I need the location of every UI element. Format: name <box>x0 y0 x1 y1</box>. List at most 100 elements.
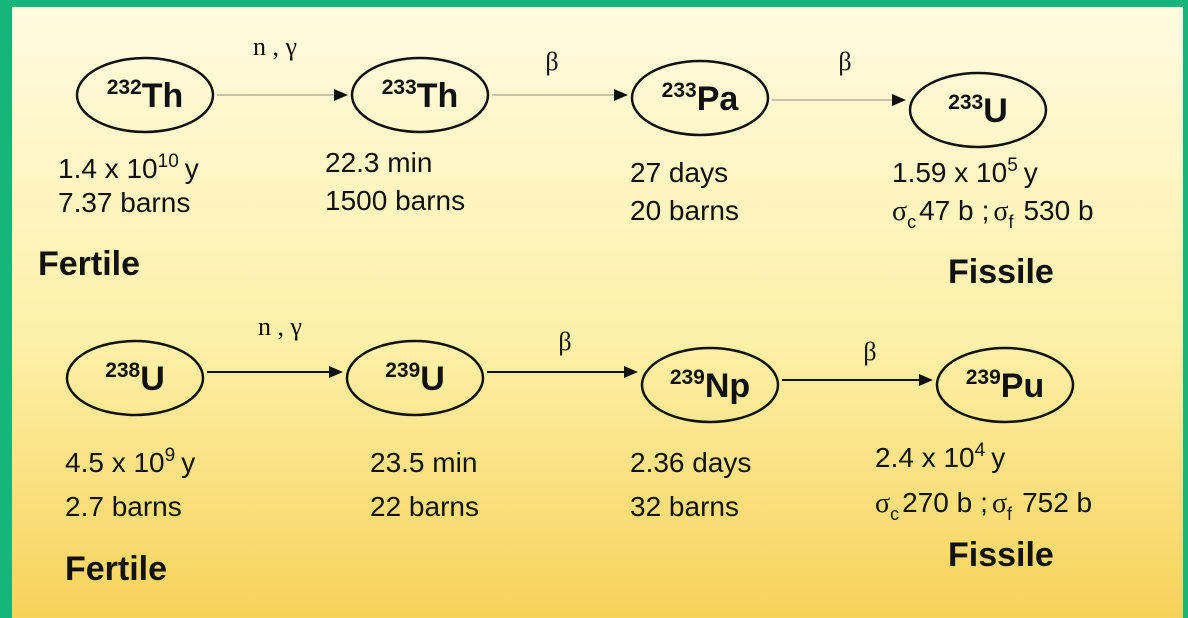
mass-number: 233 <box>662 79 697 102</box>
half-life-exponent: 4 <box>975 440 986 461</box>
element-symbol: U <box>983 92 1008 130</box>
nuclide: 233Th <box>382 76 459 115</box>
half-life-mantissa: 1.4 x 10 <box>58 153 158 184</box>
nucleus-ellipse <box>640 346 780 424</box>
fertile-label: Fertile <box>65 550 167 588</box>
nucleus-ellipse <box>350 56 490 134</box>
arrow-label: β <box>545 47 558 76</box>
cross-section: 7.37 barns <box>58 187 190 218</box>
sigma-symbol: σ <box>875 488 890 519</box>
fertile-label: Fertile <box>38 245 140 283</box>
half-life: 23.5 min <box>370 447 477 478</box>
mass-number: 232 <box>107 76 142 99</box>
nuclide: 239Pu <box>966 366 1045 405</box>
arrow-label: β <box>863 337 876 366</box>
element-symbol: Pu <box>1001 367 1044 405</box>
nuclide: 233Pa <box>662 79 740 118</box>
half-life-mantissa: 1.59 x 10 <box>892 157 1007 188</box>
fission-value: 530 b <box>1023 195 1093 226</box>
sigma-symbol: σ <box>892 196 907 227</box>
nucleus-ellipse <box>908 71 1048 149</box>
mass-number: 239 <box>385 359 420 382</box>
arrow-head <box>624 366 638 378</box>
arrow-head <box>614 89 628 101</box>
arrow-label: β <box>558 327 571 356</box>
nuclide: 238U <box>105 359 165 398</box>
cross-section: σc 47 b; σf 530 b <box>892 195 1094 232</box>
cross-section: 1500 barns <box>325 185 465 216</box>
sigma-sub: c <box>890 504 899 524</box>
capture-value: 47 b <box>919 195 974 226</box>
nucleus-ellipse <box>630 59 770 137</box>
cross-section: 2.7 barns <box>65 491 182 522</box>
cross-section: σc 270 b; σf 752 b <box>875 487 1092 524</box>
arrow-head <box>919 374 933 386</box>
half-life-exponent: 5 <box>1007 155 1018 176</box>
half-life-exponent: 10 <box>158 151 179 172</box>
half-life-unit: y <box>185 153 199 184</box>
nuclide: 232Th <box>107 76 184 115</box>
half-life-exponent: 9 <box>165 445 176 466</box>
capture-value: 270 b <box>902 487 972 518</box>
element-symbol: Pa <box>697 80 740 118</box>
mass-number: 239 <box>670 366 705 389</box>
nuclide: 233U <box>948 91 1008 130</box>
mass-number: 233 <box>382 76 417 99</box>
sigma-sub: f <box>1007 504 1013 524</box>
cross-section-text: 32 barns <box>630 491 739 522</box>
mass-number: 239 <box>966 366 1001 389</box>
half-life-unit: y <box>991 442 1005 473</box>
cross-section-text: 20 barns <box>630 195 739 226</box>
nuclide: 239Np <box>670 366 750 405</box>
half-life: 4.5 x 109 y <box>65 445 195 478</box>
arrow-label: n , γ <box>253 32 297 61</box>
cross-section-text: 1500 barns <box>325 185 465 216</box>
mass-number: 233 <box>948 91 983 114</box>
half-life-unit: y <box>181 447 195 478</box>
cross-section-text: 2.7 barns <box>65 491 182 522</box>
nuclide: 239U <box>385 359 445 398</box>
cross-section-text: 7.37 barns <box>58 187 190 218</box>
half-life: 27 days <box>630 157 728 188</box>
half-life-text: 27 days <box>630 157 728 188</box>
nucleus-ellipse <box>345 339 485 417</box>
sigma-sub: c <box>907 212 916 232</box>
half-life: 2.4 x 104 y <box>875 440 1005 473</box>
fissile-label: Fissile <box>948 536 1054 574</box>
arrow-head <box>892 94 906 106</box>
cross-section: 32 barns <box>630 491 739 522</box>
arrow-head <box>329 366 343 378</box>
element-symbol: U <box>420 360 445 398</box>
nucleus-ellipse <box>65 339 205 417</box>
half-life-mantissa: 2.4 x 10 <box>875 442 975 473</box>
half-life-text: 22.3 min <box>325 147 432 178</box>
nucleus-ellipse <box>935 346 1075 424</box>
half-life: 2.36 days <box>630 447 751 478</box>
element-symbol: Np <box>705 367 750 405</box>
element-symbol: Th <box>142 77 184 115</box>
half-life-unit: y <box>1024 157 1038 188</box>
separator: ; <box>980 487 988 518</box>
half-life-text: 2.36 days <box>630 447 751 478</box>
cross-section-text: 22 barns <box>370 491 479 522</box>
fission-value: 752 b <box>1022 487 1092 518</box>
sigma-symbol: σ <box>992 488 1007 519</box>
half-life: 1.4 x 1010 y <box>58 151 199 184</box>
half-life-mantissa: 4.5 x 10 <box>65 447 165 478</box>
fissile-label: Fissile <box>948 253 1054 291</box>
separator: ; <box>982 195 990 226</box>
cross-section: 20 barns <box>630 195 739 226</box>
half-life: 1.59 x 105 y <box>892 155 1038 188</box>
half-life-text: 23.5 min <box>370 447 477 478</box>
element-symbol: Th <box>417 77 459 115</box>
element-symbol: U <box>140 360 165 398</box>
sigma-sub: f <box>1008 212 1014 232</box>
nucleus-ellipse <box>75 56 215 134</box>
half-life: 22.3 min <box>325 147 432 178</box>
arrow-label: β <box>838 47 851 76</box>
sigma-symbol: σ <box>993 196 1008 227</box>
arrow-label: n , γ <box>258 312 302 341</box>
cross-section: 22 barns <box>370 491 479 522</box>
